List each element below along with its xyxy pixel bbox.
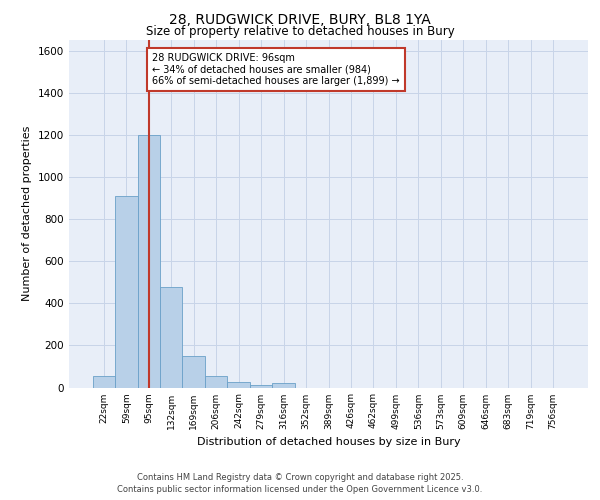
Bar — [205, 376, 227, 388]
Bar — [182, 356, 205, 388]
Y-axis label: Number of detached properties: Number of detached properties — [22, 126, 32, 302]
X-axis label: Distribution of detached houses by size in Bury: Distribution of detached houses by size … — [197, 437, 460, 447]
Text: Size of property relative to detached houses in Bury: Size of property relative to detached ho… — [146, 25, 454, 38]
Text: 28 RUDGWICK DRIVE: 96sqm
← 34% of detached houses are smaller (984)
66% of semi-: 28 RUDGWICK DRIVE: 96sqm ← 34% of detach… — [152, 52, 400, 86]
Bar — [250, 385, 272, 388]
Bar — [115, 196, 137, 388]
Text: Contains HM Land Registry data © Crown copyright and database right 2025.
Contai: Contains HM Land Registry data © Crown c… — [118, 473, 482, 494]
Bar — [160, 288, 182, 388]
Bar — [137, 135, 160, 388]
Bar — [92, 376, 115, 388]
Bar — [227, 382, 250, 388]
Bar — [272, 384, 295, 388]
Text: 28, RUDGWICK DRIVE, BURY, BL8 1YA: 28, RUDGWICK DRIVE, BURY, BL8 1YA — [169, 12, 431, 26]
